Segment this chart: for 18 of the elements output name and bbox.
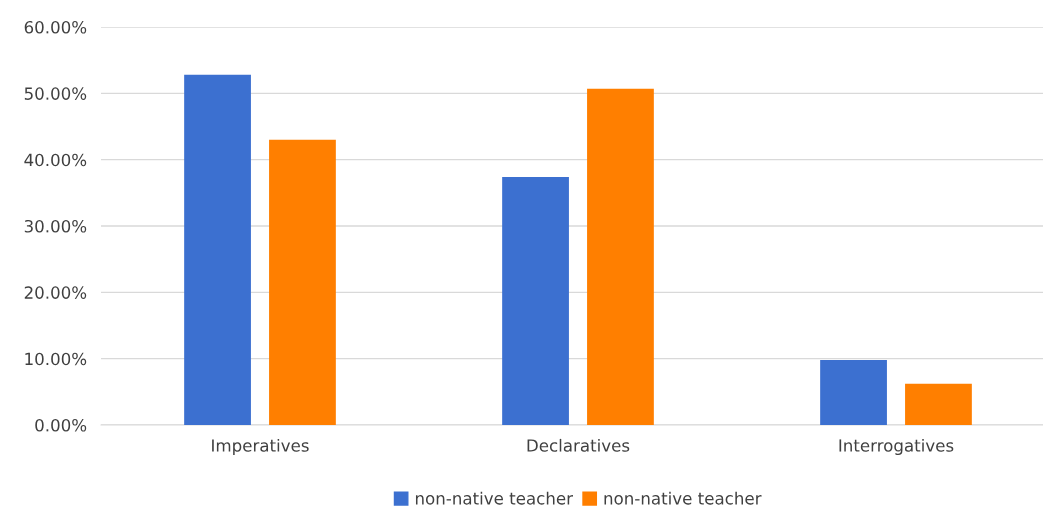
y-tick-label: 20.00% <box>24 286 87 299</box>
y-tick-label: 40.00% <box>24 153 87 167</box>
y-tick-label: 0.00% <box>35 418 87 432</box>
x-tick-label: Declaratives <box>527 438 630 452</box>
legend-label: non-native teacher <box>415 491 573 505</box>
bar <box>269 139 336 425</box>
y-tick-label: 50.00% <box>24 87 87 100</box>
y-tick-label: 10.00% <box>25 352 87 366</box>
y-tick-label: 60.00% <box>24 20 87 34</box>
bar <box>502 176 569 425</box>
legend-label: non-native teacher <box>604 491 762 505</box>
bar <box>905 383 972 425</box>
x-tick-label: Interrogatives <box>839 438 954 456</box>
bar <box>587 88 654 425</box>
y-tick-label: 30.00% <box>24 219 87 233</box>
x-tick-label: Imperatives <box>212 438 309 456</box>
bar <box>184 74 251 425</box>
bar <box>820 359 887 425</box>
